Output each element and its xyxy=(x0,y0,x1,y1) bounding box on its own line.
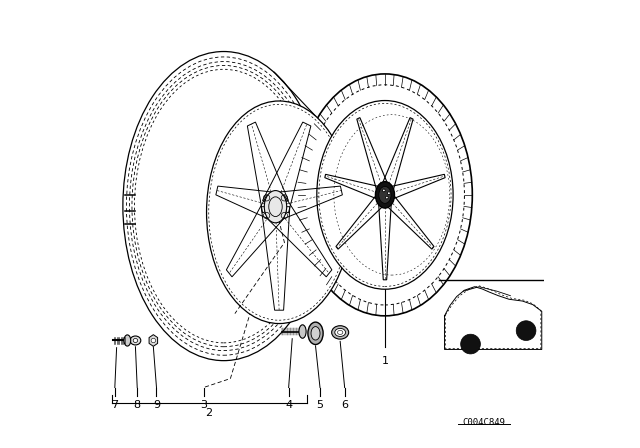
Circle shape xyxy=(385,196,388,199)
Text: 1: 1 xyxy=(381,356,388,366)
Text: 5: 5 xyxy=(317,400,323,409)
Ellipse shape xyxy=(299,325,306,338)
Ellipse shape xyxy=(124,335,131,346)
Ellipse shape xyxy=(311,327,320,340)
Ellipse shape xyxy=(207,101,352,323)
Text: 6: 6 xyxy=(341,400,348,409)
Text: 2: 2 xyxy=(205,408,212,418)
Ellipse shape xyxy=(332,326,349,339)
Text: 8: 8 xyxy=(134,400,141,409)
Ellipse shape xyxy=(376,182,394,208)
Circle shape xyxy=(461,334,481,354)
Circle shape xyxy=(516,321,536,340)
Circle shape xyxy=(387,192,390,194)
Text: 4: 4 xyxy=(285,400,292,409)
Ellipse shape xyxy=(317,100,453,289)
Ellipse shape xyxy=(264,190,287,223)
Text: 3: 3 xyxy=(200,400,207,409)
Text: 9: 9 xyxy=(153,400,160,409)
Ellipse shape xyxy=(133,339,138,343)
Ellipse shape xyxy=(308,322,323,345)
Text: C004C849: C004C849 xyxy=(462,418,505,427)
Circle shape xyxy=(151,338,156,343)
Text: 7: 7 xyxy=(111,400,118,409)
Ellipse shape xyxy=(379,186,391,203)
Circle shape xyxy=(383,189,385,192)
Ellipse shape xyxy=(130,336,141,345)
Polygon shape xyxy=(149,335,157,346)
Ellipse shape xyxy=(335,328,346,336)
